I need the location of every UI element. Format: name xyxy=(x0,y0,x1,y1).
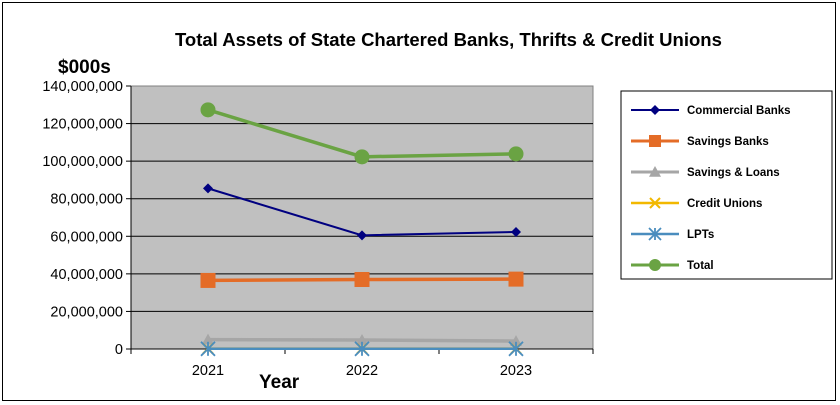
legend-marker xyxy=(650,105,660,115)
legend-marker xyxy=(649,135,661,147)
y-tick-label: 20,000,000 xyxy=(50,304,123,320)
data-point xyxy=(354,149,370,165)
legend-marker xyxy=(649,259,661,271)
legend-label: Total xyxy=(687,260,714,272)
series-lpts xyxy=(200,341,524,357)
y-tick-label: 100,000,000 xyxy=(42,154,123,170)
x-axis-title: Year xyxy=(259,372,300,393)
y-axis-unit-label: $000s xyxy=(58,57,111,78)
legend-item: Savings Banks xyxy=(631,135,769,148)
data-point xyxy=(202,333,214,345)
series-total xyxy=(200,102,524,165)
data-point xyxy=(200,272,216,288)
data-point xyxy=(356,333,368,345)
legend-item: Commercial Banks xyxy=(631,105,791,117)
legend-item: Savings & Loans xyxy=(631,166,780,179)
plot-area xyxy=(130,85,594,350)
legend-label: Savings Banks xyxy=(687,136,769,148)
axes: 0 20,000,000 40,000,000 60,000,000 80,000,00… xyxy=(42,79,594,379)
data-point xyxy=(357,230,367,241)
y-tick-label: 0 xyxy=(115,342,123,358)
x-tick-label: 2021 xyxy=(192,363,224,379)
legend-marker xyxy=(649,166,661,177)
legend-item: Credit Unions xyxy=(631,197,762,210)
series-savings-loans xyxy=(202,333,522,346)
data-point xyxy=(200,102,216,118)
legend-marker xyxy=(648,227,662,241)
data-point xyxy=(511,226,521,237)
legend-label: Credit Unions xyxy=(687,198,762,210)
data-point xyxy=(510,335,522,346)
x-tick-label: 2022 xyxy=(346,363,378,379)
data-point xyxy=(200,341,216,357)
y-tick-label: 80,000,000 xyxy=(50,192,123,208)
legend-item: Total xyxy=(631,259,714,272)
chart-title: Total Assets of State Chartered Banks, T… xyxy=(175,29,722,50)
data-point xyxy=(354,271,370,287)
data-point xyxy=(508,341,524,357)
x-tick-label: 2023 xyxy=(500,363,532,379)
legend-label: Savings & Loans xyxy=(687,167,780,179)
y-tick-label: 120,000,000 xyxy=(42,117,123,133)
series-commercial-banks xyxy=(203,183,521,241)
y-tick-label: 40,000,000 xyxy=(50,267,123,283)
legend-box xyxy=(620,90,833,280)
legend-label: Commercial Banks xyxy=(687,105,791,117)
data-point xyxy=(203,183,213,194)
data-point xyxy=(508,146,524,162)
legend: Commercial Banks Savings Banks Savings & L… xyxy=(631,105,791,272)
legend-label: LPTs xyxy=(687,229,714,241)
legend-item: LPTs xyxy=(631,227,714,241)
series-group xyxy=(200,102,524,357)
data-point xyxy=(508,271,524,287)
y-tick-label: 140,000,000 xyxy=(42,79,123,95)
series-savings-banks xyxy=(200,271,524,288)
y-tick-label: 60,000,000 xyxy=(50,229,123,245)
legend-marker xyxy=(649,197,661,209)
data-point xyxy=(354,341,370,357)
